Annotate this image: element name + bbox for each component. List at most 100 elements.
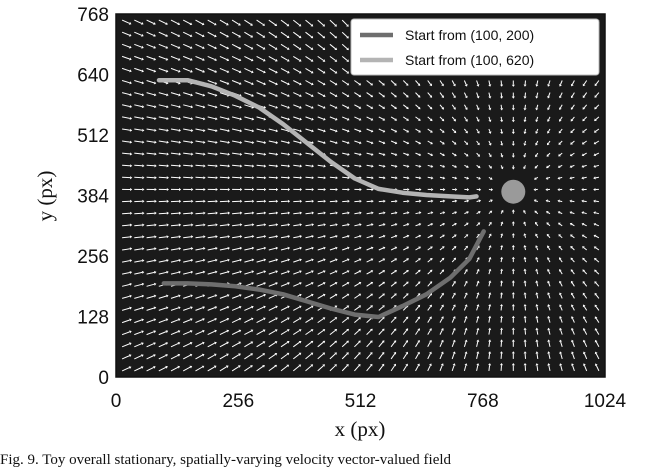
field-arrowhead — [225, 365, 229, 369]
field-arrowhead — [511, 268, 515, 271]
field-arrowhead — [239, 152, 243, 156]
field-arrowhead — [464, 327, 468, 331]
field-arrow — [305, 55, 312, 61]
field-arrowhead — [570, 246, 573, 249]
field-arrowhead — [251, 141, 255, 144]
field-arrow — [583, 176, 587, 179]
field-arrow — [464, 152, 468, 156]
field-arrowhead — [262, 46, 266, 50]
field-arrowhead — [371, 153, 374, 156]
field-arrowhead — [165, 81, 169, 85]
field-arrowhead — [511, 131, 515, 135]
field-arrow — [354, 306, 360, 311]
field-arrowhead — [128, 33, 132, 37]
field-arrowhead — [310, 329, 314, 332]
field-arrowhead — [215, 246, 218, 250]
field-arrowhead — [263, 223, 267, 227]
field-arrowhead — [190, 318, 193, 321]
field-arrow — [244, 140, 253, 143]
field-arrowhead — [382, 258, 386, 262]
field-arrow — [451, 116, 455, 121]
field-arrowhead — [274, 23, 278, 26]
field-arrow — [342, 235, 348, 239]
field-arrow — [572, 341, 575, 347]
field-arrow — [158, 354, 167, 360]
field-arrowhead — [239, 141, 243, 144]
field-arrowhead — [142, 176, 145, 180]
field-arrow — [559, 212, 563, 215]
field-arrow — [256, 43, 264, 49]
field-arrowhead — [593, 141, 597, 145]
field-arrowhead — [178, 176, 182, 180]
y-tick-label: 640 — [77, 66, 109, 87]
field-arrow — [452, 200, 456, 203]
field-arrowhead — [154, 188, 157, 191]
field-arrowhead — [571, 304, 574, 307]
field-arrowhead — [441, 95, 444, 98]
field-arrow — [280, 306, 289, 311]
field-arrowhead — [381, 340, 385, 343]
field-arrow — [207, 43, 216, 49]
field-arrowhead — [440, 363, 444, 366]
field-arrowhead — [547, 315, 551, 319]
field-arrow — [158, 260, 167, 263]
field-arrow — [121, 67, 130, 72]
field-arrowhead — [429, 95, 433, 98]
field-arrowhead — [178, 211, 182, 215]
field-arrow — [427, 341, 431, 348]
field-arrow — [595, 259, 600, 263]
field-arrow — [548, 317, 551, 323]
field-arrow — [341, 104, 348, 108]
field-arrow — [207, 318, 216, 324]
field-arrow — [427, 306, 432, 311]
field-arrowhead — [405, 363, 408, 367]
field-arrowhead — [189, 22, 193, 26]
field-arrowhead — [535, 268, 539, 272]
field-arrowhead — [394, 153, 398, 156]
field-arrow — [329, 282, 336, 287]
trajectory-line-1 — [161, 229, 486, 320]
field-arrowhead — [546, 211, 549, 214]
field-arrow — [280, 353, 288, 360]
field-arrow — [317, 19, 324, 26]
field-arrowhead — [582, 316, 586, 319]
field-arrow — [402, 365, 408, 372]
field-arrowhead — [154, 117, 157, 120]
field-arrow — [451, 317, 455, 323]
field-arrowhead — [310, 352, 314, 356]
field-arrowhead — [523, 339, 527, 342]
field-arrowhead — [346, 340, 349, 344]
field-arrow — [293, 43, 300, 50]
field-arrow — [244, 164, 253, 167]
field-arrowhead — [407, 188, 410, 192]
field-arrowhead — [154, 152, 157, 156]
field-arrow — [439, 116, 444, 121]
field-arrowhead — [190, 306, 193, 310]
field-arrow — [268, 55, 277, 61]
field-arrowhead — [153, 366, 156, 369]
field-arrowhead — [559, 257, 562, 260]
field-arrow — [268, 306, 277, 311]
field-arrow — [463, 353, 467, 360]
field-arrow — [219, 128, 228, 132]
field-arrow — [583, 116, 588, 121]
field-arrowhead — [178, 247, 182, 251]
field-arrowhead — [190, 294, 193, 298]
field-arrowhead — [347, 141, 350, 145]
field-arrow — [547, 128, 551, 132]
field-arrowhead — [215, 129, 218, 133]
field-arrowhead — [347, 129, 350, 133]
field-arrowhead — [335, 129, 338, 133]
field-arrowhead — [128, 354, 132, 358]
field-arrowhead — [299, 305, 302, 309]
field-arrowhead — [582, 304, 586, 308]
field-arrowhead — [275, 211, 279, 215]
field-arrowhead — [453, 83, 456, 87]
field-arrow — [231, 354, 240, 360]
field-arrow — [547, 200, 551, 203]
field-arrow — [366, 140, 372, 144]
field-arrow — [463, 329, 467, 335]
field-arrow — [488, 258, 491, 263]
field-arrowhead — [394, 106, 397, 109]
field-arrow — [329, 176, 336, 179]
